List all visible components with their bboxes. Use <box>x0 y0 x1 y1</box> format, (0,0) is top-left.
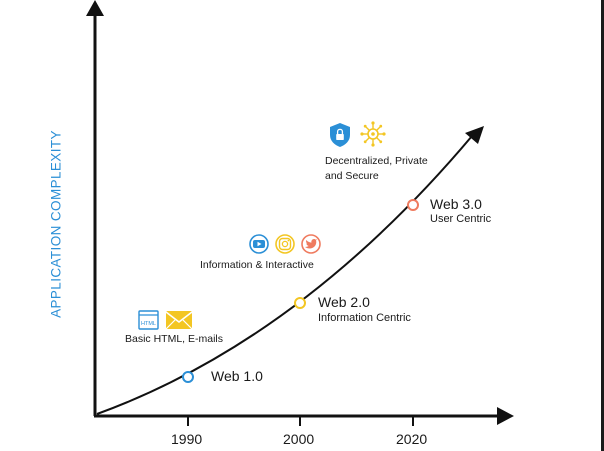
x-tick-label: 1990 <box>171 431 203 447</box>
growth-curve <box>96 135 473 415</box>
milestone-web1-title: Web 1.0 <box>211 368 263 384</box>
milestone-web1-marker <box>182 371 194 383</box>
youtube-icon <box>249 234 269 254</box>
milestone-web2-subtitle: Information Centric <box>318 312 411 324</box>
x-tick-label: 2020 <box>396 431 428 447</box>
svg-text:HTML: HTML <box>141 321 156 327</box>
milestone-web3-marker <box>407 199 419 211</box>
milestone-web3-title: Web 3.0 <box>430 196 482 212</box>
growth-curve-arrowhead <box>465 126 484 144</box>
security-shield-icon <box>330 123 350 147</box>
x-tick-label: 2000 <box>283 431 315 447</box>
blockchain-network-icon <box>360 121 386 147</box>
web3-caption-line1: Decentralized, Private <box>325 155 428 167</box>
email-envelope-icon <box>165 311 193 330</box>
html-file-icon: HTML <box>138 310 159 330</box>
twitter-icon <box>301 234 321 254</box>
milestone-web2-title: Web 2.0 <box>318 294 370 310</box>
x-axis-arrowhead <box>497 407 514 425</box>
y-axis-arrowhead <box>86 0 104 16</box>
web3-caption-line2: and Secure <box>325 170 379 182</box>
web2-caption: Information & Interactive <box>200 259 314 271</box>
milestone-web3-subtitle: User Centric <box>430 213 492 225</box>
milestone-web2-marker <box>294 297 306 309</box>
y-axis-label: APPLICATION COMPLEXITY <box>48 130 64 318</box>
instagram-icon <box>275 234 295 254</box>
web1-caption: Basic HTML, E-mails <box>125 333 224 345</box>
